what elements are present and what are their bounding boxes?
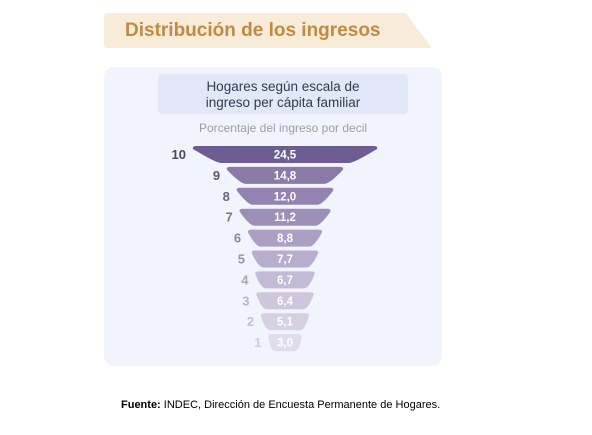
chart-subtitle-line-2: ingreso per cápita familiar (205, 95, 361, 110)
data-label-5: 7,7 (277, 254, 293, 266)
data-label-3: 6,4 (277, 296, 294, 308)
decile-label-4: 4 (241, 272, 249, 287)
data-label-2: 5,1 (277, 317, 294, 329)
funnel-bar-6 (247, 229, 323, 247)
funnel-bar-9 (226, 166, 344, 184)
decile-label-7: 7 (225, 210, 232, 225)
decile-label-2: 2 (247, 314, 254, 329)
data-label-4: 6,7 (277, 275, 293, 287)
funnel-bar-2 (260, 313, 310, 331)
data-label-10: 24,5 (274, 150, 297, 162)
funnel-bar-1 (268, 334, 302, 352)
decile-label-1: 1 (254, 335, 261, 350)
chart-subtitle-line-1: Hogares según escala de (206, 79, 360, 94)
funnel-bar-10 (192, 146, 378, 163)
funnel-bar-8 (236, 187, 334, 205)
axis-note: Porcentaje del ingreso por decil (198, 121, 368, 135)
data-label-7: 11,2 (274, 212, 296, 224)
decile-label-9: 9 (213, 168, 220, 183)
source-label: Fuente: (121, 399, 161, 411)
chart-subtitle-box: Hogares según escala de ingreso per cápi… (158, 74, 408, 114)
data-label-9: 14,8 (274, 170, 297, 182)
data-label-1: 3,0 (277, 338, 293, 350)
source-text: INDEC, Dirección de Encuesta Permanente … (160, 399, 441, 411)
decile-label-6: 6 (234, 231, 241, 246)
decile-label-10: 10 (172, 147, 186, 162)
title-banner (104, 13, 432, 48)
page-title: Distribución de los ingresos (125, 20, 381, 41)
decile-label-5: 5 (238, 252, 245, 267)
data-label-6: 8,8 (277, 233, 294, 245)
funnel-bar-4 (255, 271, 315, 289)
source-note: Fuente: INDEC, Dirección de Encuesta Per… (121, 399, 440, 411)
decile-label-8: 8 (223, 189, 230, 204)
funnel-bar-3 (256, 292, 314, 310)
decile-label-3: 3 (242, 293, 249, 308)
funnel-bar-7 (239, 208, 331, 226)
funnel-bar-5 (251, 250, 319, 268)
data-label-8: 12,0 (274, 191, 296, 203)
